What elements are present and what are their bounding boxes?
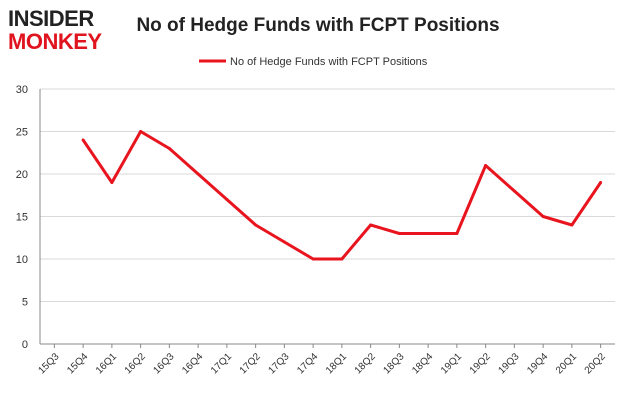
x-tick-label: 20Q2 [583, 351, 608, 376]
data-point [541, 215, 545, 218]
data-point [455, 232, 459, 235]
x-tick-label: 17Q4 [295, 351, 320, 376]
x-tick-label: 15Q4 [65, 351, 90, 376]
y-tick-label: 0 [22, 339, 28, 351]
x-axis-ticks: 15Q3 15Q4 16Q1 16Q2 16Q3 16Q4 17Q1 17Q2 17Q3 17Q4… [36, 344, 608, 376]
data-point [426, 232, 430, 235]
data-point [397, 232, 401, 235]
data-point [599, 181, 603, 184]
x-tick-label: 19Q4 [525, 351, 550, 376]
x-tick-label: 19Q3 [496, 351, 521, 376]
y-tick-label: 20 [16, 169, 28, 181]
x-tick-label: 17Q1 [209, 351, 234, 376]
data-point [225, 198, 229, 201]
data-point [484, 164, 488, 167]
x-tick-label: 19Q2 [468, 351, 493, 376]
legend: No of Hedge Funds with FCPT Positions [199, 56, 428, 68]
y-axis-ticks: 0 5 10 15 20 25 30 [16, 84, 28, 351]
data-point [196, 172, 200, 176]
legend-label: No of Hedge Funds with FCPT Positions [230, 56, 428, 68]
logo-line-2: MONKEY [8, 29, 102, 54]
data-point [369, 223, 373, 227]
x-tick-label: 17Q3 [266, 351, 291, 376]
x-tick-label: 15Q3 [36, 351, 61, 376]
x-tick-label: 16Q4 [180, 351, 205, 376]
x-tick-label: 18Q2 [353, 351, 378, 376]
data-point [254, 223, 258, 227]
x-tick-label: 18Q1 [324, 351, 349, 376]
data-point [282, 240, 286, 244]
insider-monkey-logo: INSIDER MONKEY [8, 6, 103, 54]
data-point [139, 130, 143, 133]
x-tick-label: 16Q1 [94, 351, 119, 376]
y-tick-label: 5 [22, 297, 28, 309]
data-point [311, 257, 315, 261]
x-tick-label: 19Q1 [439, 351, 464, 376]
data-point [110, 181, 114, 184]
data-point [512, 189, 516, 193]
x-tick-label: 17Q2 [238, 351, 263, 376]
y-tick-label: 15 [16, 212, 28, 224]
x-tick-label: 20Q1 [554, 351, 579, 376]
chart-title: No of Hedge Funds with FCPT Positions [136, 15, 499, 36]
x-tick-label: 16Q2 [123, 351, 148, 376]
axes [39, 89, 615, 345]
y-tick-label: 25 [16, 127, 28, 139]
x-tick-label: 18Q4 [410, 351, 435, 376]
y-tick-label: 10 [16, 254, 28, 266]
series [81, 130, 603, 261]
data-point [340, 257, 344, 261]
data-point [570, 223, 574, 227]
data-point [81, 138, 85, 142]
y-tick-label: 30 [16, 84, 28, 96]
x-tick-label: 18Q3 [381, 351, 406, 376]
logo-line-1: INSIDER [8, 6, 94, 31]
data-point [167, 147, 171, 150]
x-tick-label: 16Q3 [151, 351, 176, 376]
